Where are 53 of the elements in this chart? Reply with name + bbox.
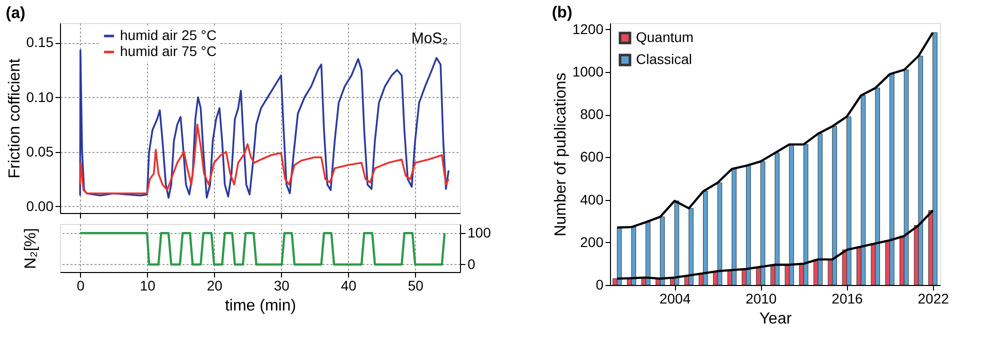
x-tick-label: 10 [140,278,156,294]
bar [818,134,823,286]
bar [732,168,737,286]
annotation: MoS₂ [411,30,448,47]
bar [616,227,622,286]
bar [832,126,837,286]
bar [774,152,780,286]
y-tick-label: 800 [580,106,604,122]
legend-label: Classical [636,51,692,67]
x-tick-label: 2016 [832,290,864,306]
x-tick-label: 0 [76,278,85,294]
line-series [616,209,934,280]
bar [660,216,665,286]
x-tick-label: 20 [206,278,223,294]
y-tick-label: 0.15 [26,34,54,50]
y-tick-label: 0.00 [26,198,54,214]
legend-label: Quantum [636,29,694,45]
bar [717,182,722,286]
y-axis-title: N₂[%] [22,228,40,269]
line-series [79,124,450,194]
bar [904,70,909,286]
bar [674,200,680,286]
x-tick-label: 30 [274,278,290,294]
x-tick-label: 2010 [746,290,777,306]
y-tick-label: 1200 [572,20,604,37]
line-series [616,31,934,229]
x-tick-label: 2004 [659,290,691,306]
y-tick-label: 200 [580,234,604,250]
bar [918,56,924,286]
y-tick-label: 0.10 [26,88,54,105]
bar [760,161,766,286]
y-tick-label: 1000 [572,63,604,80]
y-axis-title: Friction cofficient [6,58,24,178]
legend-label: humid air 25 °C [120,27,217,43]
chart-title: (a) [6,5,26,22]
y-tick-label: 0.05 [26,143,54,160]
chart-title: (b) [552,4,572,22]
x-axis-title: time (min) [224,298,296,314]
bar [875,88,880,286]
bar [631,226,636,286]
x-tick-label: 2022 [918,290,950,306]
bar [803,144,808,286]
bar [860,95,866,286]
x-axis-title: Year [759,310,792,328]
legend-label: humid air 75 °C [120,43,217,59]
x-tick-label: 40 [340,278,357,294]
y-tick-label: 400 [580,191,604,208]
y-axis-title: Number of publications [552,72,570,236]
y-tick-label: 600 [580,148,604,165]
x-tick-label: 50 [408,278,424,294]
bar [688,208,694,286]
bar [846,116,852,286]
y-tick-label: 100 [468,224,492,241]
